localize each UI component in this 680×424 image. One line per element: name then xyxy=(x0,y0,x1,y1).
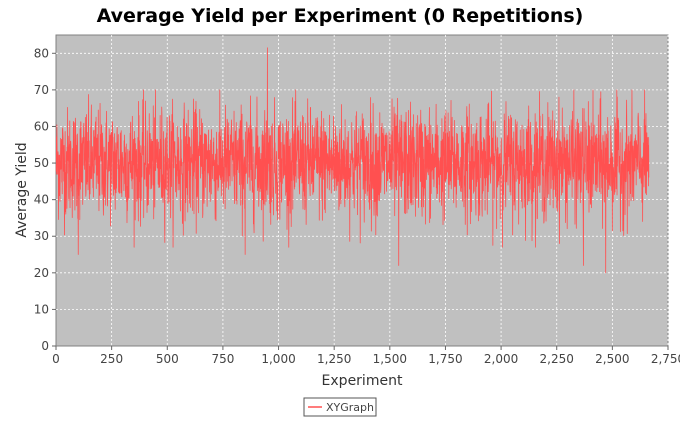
series-line-xygraph xyxy=(55,47,650,274)
legend-label-xygraph: XYGraph xyxy=(326,401,374,414)
x-tick-label: 1,250 xyxy=(317,352,351,366)
x-tick-label: 2,250 xyxy=(540,352,574,366)
x-tick-label: 2,000 xyxy=(484,352,518,366)
x-axis-label: Experiment xyxy=(322,373,403,389)
y-tick-label: 0 xyxy=(41,339,49,353)
x-tick-label: 2,500 xyxy=(595,352,629,366)
y-tick-label: 30 xyxy=(34,229,49,243)
y-axis-label: Average Yield xyxy=(14,142,30,237)
x-tick-label: 1,750 xyxy=(428,352,462,366)
legend-box xyxy=(303,397,377,417)
y-tick-label: 50 xyxy=(34,156,49,170)
y-tick-label: 70 xyxy=(34,83,49,97)
x-tick-label: 1,000 xyxy=(261,352,295,366)
x-tick-label: 2,750 xyxy=(651,352,680,366)
x-tick-label: 1,500 xyxy=(373,352,407,366)
y-tick-label: 20 xyxy=(34,266,49,280)
x-tick-label: 500 xyxy=(156,352,179,366)
y-tick-label: 10 xyxy=(34,302,49,316)
chart-title: Average Yield per Experiment (0 Repetiti… xyxy=(97,5,584,27)
legend: XYGraph xyxy=(303,397,377,417)
y-tick-label: 60 xyxy=(34,119,49,133)
axes: 0 10 20 30 40 50 60 70 80 0 250 500 750 1,000 1,250 1,5… xyxy=(34,46,680,366)
y-tick-label: 40 xyxy=(34,193,49,207)
series-layer xyxy=(55,47,650,274)
x-tick-label: 250 xyxy=(100,352,123,366)
x-tick-label: 0 xyxy=(52,352,60,366)
y-tick-label: 80 xyxy=(34,46,49,60)
x-tick-label: 750 xyxy=(211,352,234,366)
